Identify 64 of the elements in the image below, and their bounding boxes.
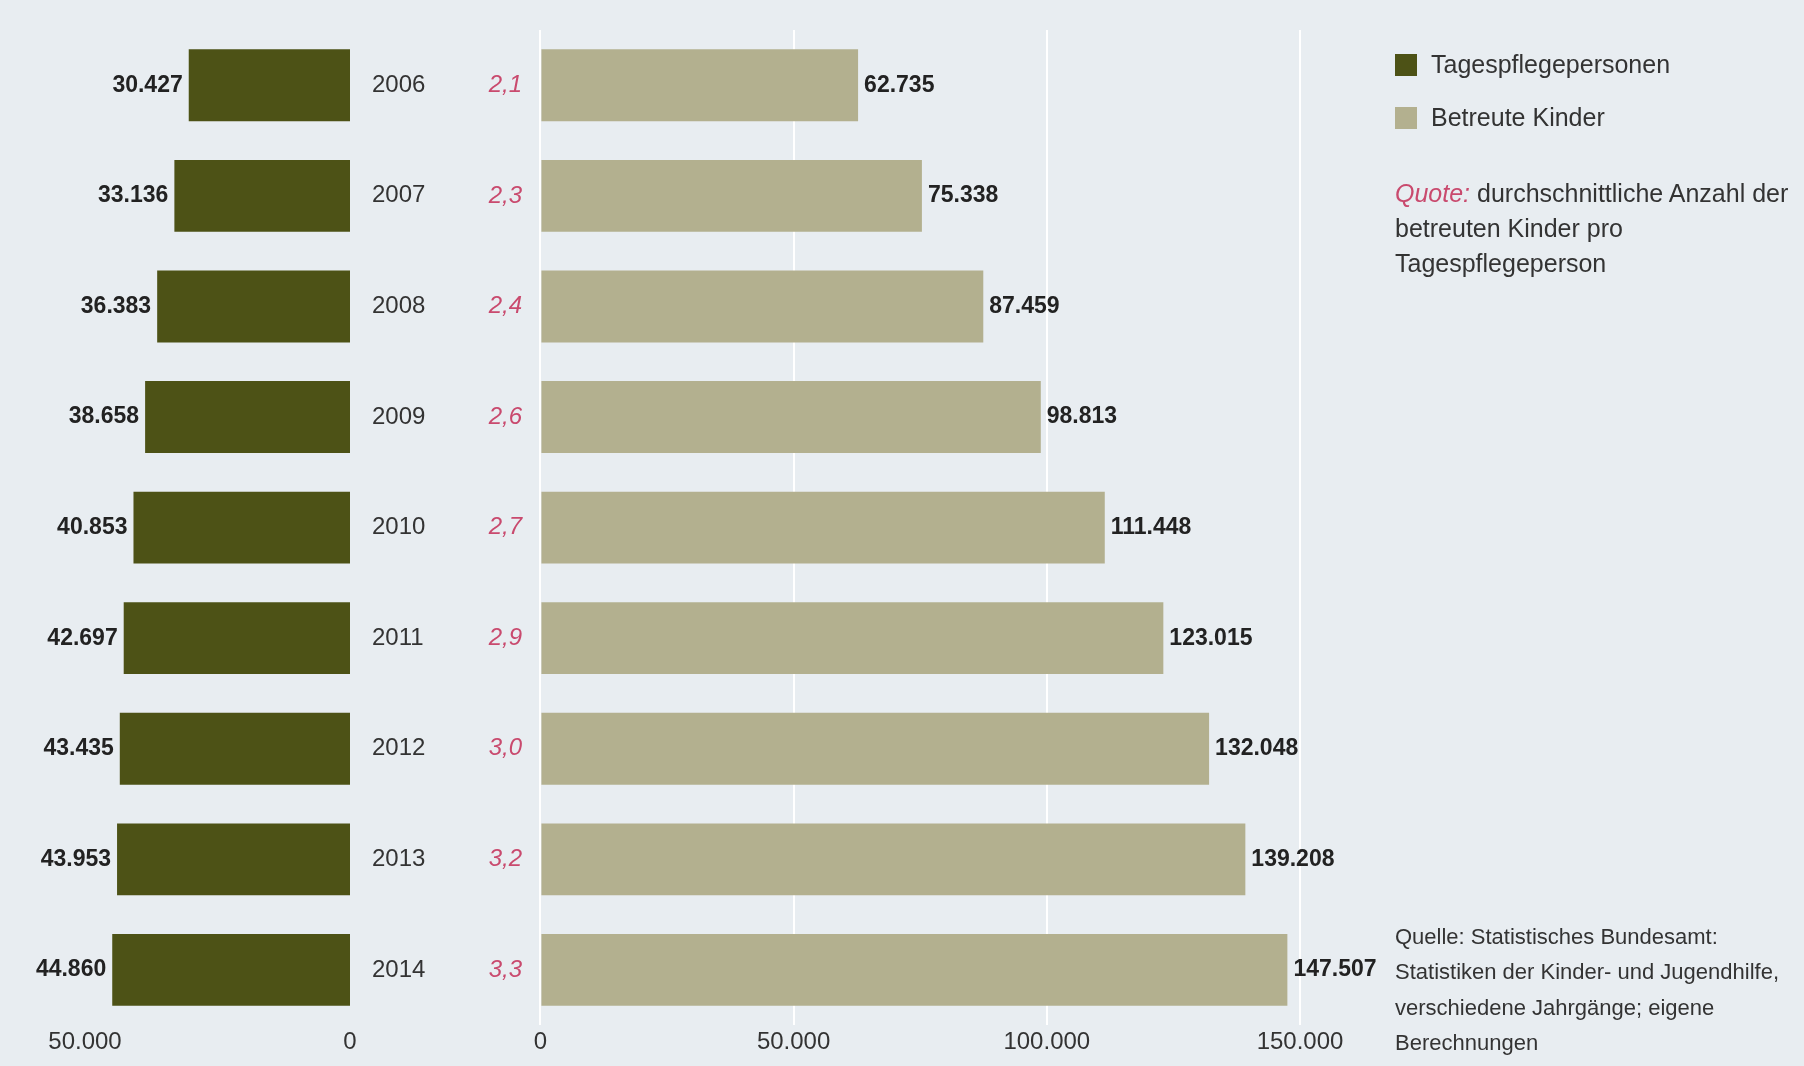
- data-label: 98.813: [1046, 402, 1118, 429]
- text: 2,7: [487, 512, 524, 540]
- y-tick-label: 2010: [372, 512, 426, 540]
- data-label: 139.208: [1251, 844, 1335, 871]
- legend-label: Betreute Kinder: [1431, 103, 1605, 132]
- x-tick-label: 50.000: [48, 1027, 122, 1055]
- data-label: 36.383: [80, 291, 152, 318]
- data-label: 62.735: [864, 70, 935, 97]
- source-note: Quelle: Statistisches Bundesamt: Statistiken der Kinder- und Jugendhilfe, verschiedene Jahrgänge; eigene Berechnungen: [1395, 923, 1780, 1057]
- data-label: 38.658: [68, 402, 140, 429]
- x-tick-label: 0: [533, 1027, 548, 1055]
- data-label: 87.459: [989, 291, 1060, 318]
- bar: [541, 159, 922, 232]
- text: 3,0: [488, 733, 523, 761]
- bar: [119, 712, 350, 785]
- bar: [145, 381, 350, 453]
- data-label: 43.435: [43, 734, 114, 761]
- text: 3,2: [488, 844, 523, 872]
- data-label: 123.015: [1169, 623, 1253, 650]
- data-label: 43.953: [40, 844, 112, 871]
- bar: [541, 823, 1246, 896]
- bar: [123, 602, 350, 675]
- text: 2,9: [487, 622, 523, 650]
- x-tick-label: 100.000: [1003, 1027, 1091, 1055]
- bar: [541, 491, 1105, 564]
- text: 3,3: [488, 954, 523, 982]
- text: 2,4: [487, 291, 523, 319]
- x-tick-label: 150.000: [1256, 1027, 1344, 1055]
- bar: [157, 270, 350, 343]
- x-tick-label: 0: [343, 1027, 357, 1055]
- bar: [188, 49, 350, 122]
- y-tick-label: 2014: [372, 954, 426, 982]
- y-tick-label: 2006: [372, 69, 426, 97]
- bar: [541, 933, 1288, 1006]
- bar: [133, 491, 350, 564]
- y-tick-label: 2007: [372, 180, 426, 208]
- y-tick-label: 2013: [372, 843, 426, 871]
- y-tick-label: 2009: [372, 401, 426, 429]
- bar: [541, 381, 1041, 453]
- bar: [541, 602, 1164, 675]
- data-label: 44.860: [35, 955, 107, 982]
- y-tick-label: 2012: [372, 733, 426, 761]
- y-tick-label: 2011: [372, 622, 424, 650]
- data-label: 75.338: [927, 181, 999, 208]
- bar: [174, 159, 350, 232]
- bar: [117, 823, 350, 896]
- legend-label: Tagespflegepersonen: [1431, 50, 1671, 79]
- data-label: 132.048: [1215, 734, 1299, 761]
- text: 2,1: [487, 69, 523, 97]
- text: 2,6: [487, 401, 523, 429]
- data-label: 42.697: [47, 623, 118, 650]
- data-label: 147.507: [1293, 955, 1377, 982]
- bar: [112, 933, 350, 1006]
- data-label: 40.853: [57, 512, 128, 539]
- y-tick-label: 2008: [372, 291, 426, 319]
- text: Quote: durchschnittliche Anzahl der betreuten Kinder pro Tagespflegeperson: [1395, 178, 1790, 279]
- x-tick-label: 50.000: [756, 1027, 831, 1055]
- data-label: 111.448: [1110, 512, 1192, 539]
- bar: [541, 712, 1210, 785]
- data-label: 33.136: [98, 181, 169, 208]
- data-label: 30.427: [112, 70, 183, 97]
- bar: [541, 49, 859, 122]
- bar: [541, 270, 984, 343]
- text: 2,3: [487, 180, 523, 208]
